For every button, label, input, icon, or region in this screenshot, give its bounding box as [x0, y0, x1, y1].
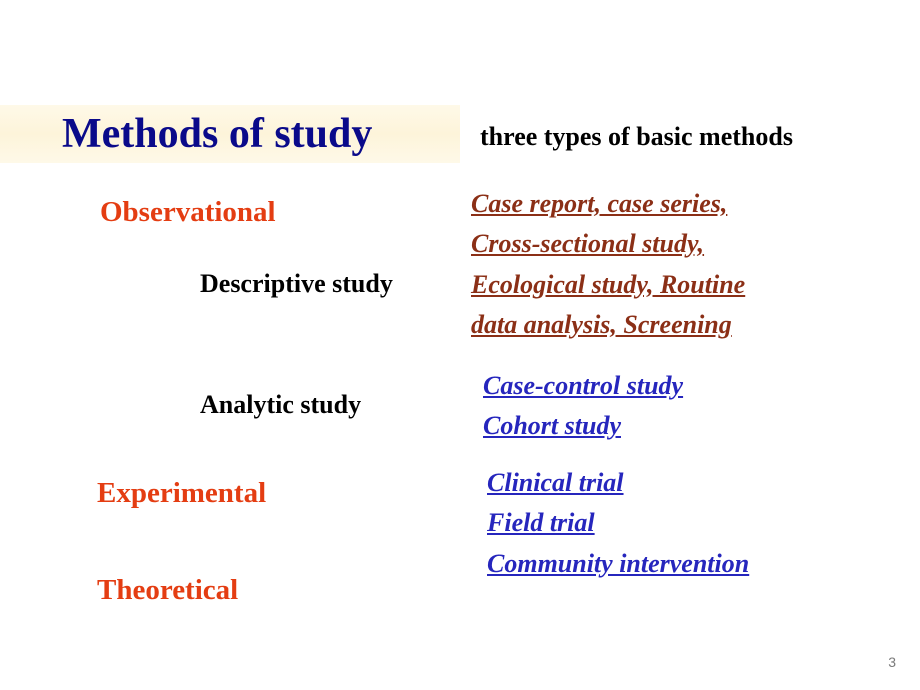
- heading-experimental: Experimental: [97, 477, 266, 510]
- experimental-line2: Field trial: [487, 503, 749, 543]
- subheading-analytic: Analytic study: [200, 390, 361, 420]
- subheading-descriptive: Descriptive study: [200, 269, 393, 299]
- analytic-details: Case-control study Cohort study: [483, 366, 683, 447]
- descriptive-line4: data analysis, Screening: [471, 305, 745, 345]
- analytic-line1: Case-control study: [483, 366, 683, 406]
- descriptive-details: Case report, case series, Cross-sectiona…: [471, 184, 745, 345]
- title-band: Methods of study: [0, 105, 460, 163]
- experimental-line1: Clinical trial: [487, 463, 749, 503]
- slide-title: Methods of study: [62, 110, 372, 158]
- descriptive-line2: Cross-sectional study,: [471, 224, 745, 264]
- page-number: 3: [888, 654, 896, 670]
- heading-theoretical: Theoretical: [97, 574, 238, 607]
- experimental-line3: Community intervention: [487, 544, 749, 584]
- heading-observational: Observational: [100, 196, 276, 229]
- descriptive-line3: Ecological study, Routine: [471, 265, 745, 305]
- slide-subtitle: three types of basic methods: [480, 122, 793, 152]
- experimental-details: Clinical trial Field trial Community int…: [487, 463, 749, 584]
- descriptive-line1: Case report, case series,: [471, 184, 745, 224]
- analytic-line2: Cohort study: [483, 406, 683, 446]
